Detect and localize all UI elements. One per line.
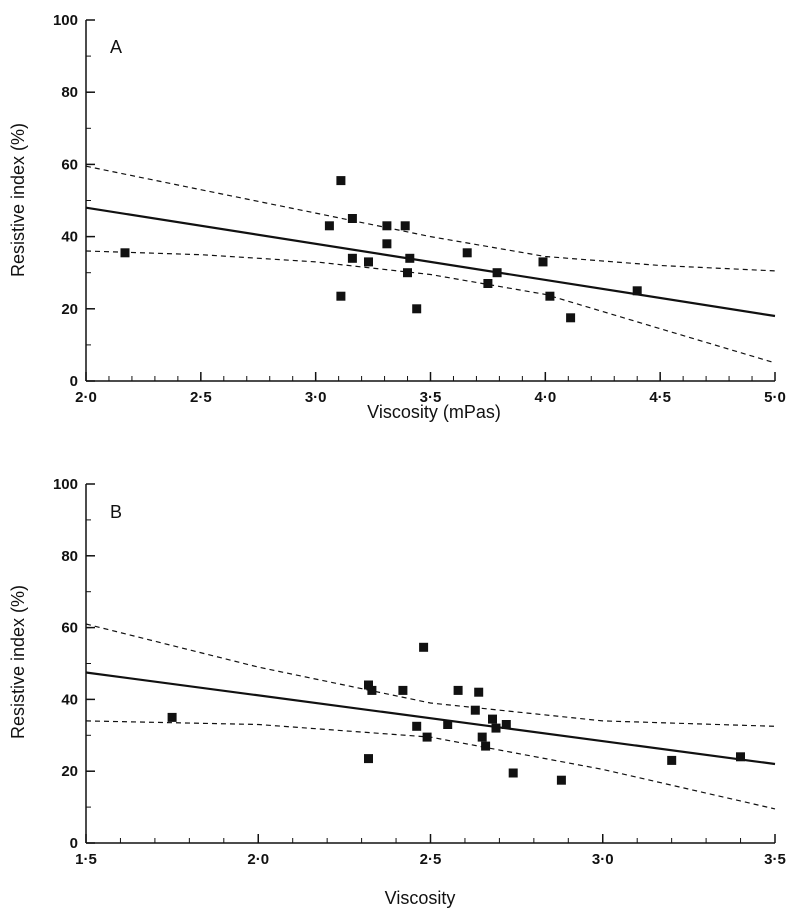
panel-a-data-point: [403, 268, 412, 278]
panel-b-label: B: [110, 502, 122, 522]
panel-a-y-tick-label: 40: [61, 229, 78, 246]
panel-a-data-point: [382, 239, 392, 249]
panel-a-data-point: [462, 248, 472, 258]
panel-b-data-point: [556, 775, 566, 785]
panel-a-x-tick-label: 4·0: [534, 389, 556, 406]
panel-b-data-point: [474, 687, 484, 697]
panel-a-data-point: [566, 313, 576, 323]
panel-b-data-point: [477, 732, 487, 742]
panel-b-data-point: [419, 642, 429, 652]
panel-a-y-tick-label: 60: [61, 156, 78, 173]
panel-a-data-point: [483, 279, 493, 288]
panel-a-y-tick-label: 0: [70, 373, 78, 390]
panel-b-x-tick-label: 2·0: [247, 851, 269, 868]
panel-a-y-tick-label: 100: [53, 12, 78, 29]
panel-a-y-tick-label: 80: [61, 84, 78, 101]
panel-a: A Viscosity (mPas) Resistive index (%) 0…: [8, 12, 786, 422]
panel-b-data-point: [736, 752, 745, 762]
panel-b-y-axis-title: Resistive index (%): [8, 585, 28, 739]
panel-b-data-point: [422, 732, 432, 742]
panel-a-data-point: [412, 304, 422, 314]
panel-b-data-point: [491, 723, 501, 733]
panel-a-data-point: [538, 257, 548, 267]
panel-b-y-tick-label: 80: [61, 548, 78, 565]
panel-a-data-point: [336, 291, 346, 301]
panel-b-data-point: [481, 741, 491, 751]
panel-b-data-point: [508, 768, 518, 778]
panel-b-data-point: [488, 714, 497, 724]
panel-a-data-point: [632, 286, 642, 296]
panel-b-data-point: [367, 685, 377, 695]
panel-a-data-point: [336, 176, 346, 186]
panel-a-data-point: [324, 221, 334, 231]
panel-a-data-point: [405, 253, 415, 263]
panel-a-x-tick-label: 5·0: [764, 389, 786, 406]
panel-b-data-point: [364, 754, 373, 764]
panel-b-data-point: [667, 755, 677, 765]
panel-a-x-tick-label: 2·0: [75, 389, 97, 406]
panel-b: B Viscosity Resistive index (%) 0 20 40 60 8…: [8, 476, 786, 908]
panel-b-confidence-upper-line: [85, 623, 776, 727]
panel-b-x-axis-title: Viscosity: [385, 888, 456, 908]
panel-a-data-point: [492, 268, 502, 278]
panel-a-regression-line: [85, 206, 776, 318]
panel-b-y-tick-label: 100: [53, 476, 78, 493]
panel-a-y-axis-title: Resistive index (%): [8, 123, 28, 277]
panel-b-x-tick-label: 3·5: [764, 851, 786, 868]
panel-a-data-point: [347, 253, 357, 263]
panel-b-x-tick-label: 3·0: [592, 851, 614, 868]
panel-b-y-tick-label: 0: [70, 835, 78, 852]
panel-a-data-point: [347, 214, 357, 223]
panel-b-data-point: [167, 712, 177, 722]
panel-a-x-tick-label: 3·5: [420, 389, 442, 406]
panel-b-y-tick-label: 20: [61, 763, 78, 780]
panel-a-data-point: [400, 221, 410, 231]
panel-a-x-tick-label: 3·0: [305, 389, 327, 406]
panel-b-x-tick-label: 2·5: [420, 851, 442, 868]
panel-b-data-point: [443, 720, 453, 729]
panel-b-data-point: [398, 685, 408, 695]
panel-b-x-tick-label: 1·5: [75, 851, 97, 868]
panel-b-data-point: [453, 685, 463, 695]
panel-a-data-point: [382, 221, 392, 231]
panel-a-data-point: [120, 248, 130, 258]
panel-b-data-point: [470, 705, 480, 715]
panel-a-x-tick-label: 2·5: [190, 389, 212, 406]
panel-b-data-point: [412, 721, 422, 731]
panel-a-label: A: [110, 37, 122, 57]
panel-a-data-point: [545, 291, 555, 301]
panel-a-confidence-upper-line: [85, 165, 776, 272]
panel-a-confidence-lower-line: [85, 250, 776, 364]
panel-a-x-axis-title: Viscosity (mPas): [367, 402, 501, 422]
panel-a-data-point: [364, 257, 373, 267]
panel-b-y-tick-label: 40: [61, 691, 78, 708]
panel-b-data-point: [501, 720, 511, 729]
panel-b-y-tick-label: 60: [61, 620, 78, 637]
panel-b-data-point: [364, 680, 373, 690]
panel-a-y-tick-label: 20: [61, 301, 78, 318]
panel-a-x-tick-label: 4·5: [649, 389, 671, 406]
panel-b-regression-line: [85, 671, 776, 766]
